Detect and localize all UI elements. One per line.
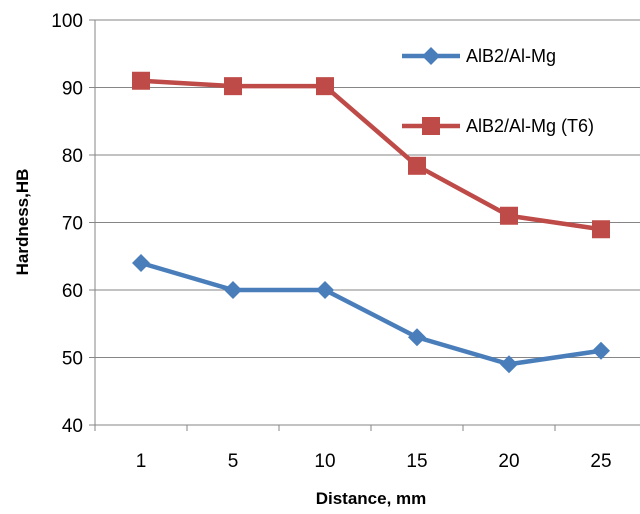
legend-item: AlB2/Al-Mg — [402, 46, 556, 66]
data-point-diamond — [316, 281, 334, 299]
y-tick-label: 70 — [62, 214, 83, 235]
x-axis-title: Distance, mm — [316, 489, 427, 508]
data-point-square — [500, 206, 518, 225]
data-point-diamond — [500, 355, 518, 374]
x-tick-label: 5 — [228, 451, 239, 472]
data-point-square — [408, 156, 426, 175]
x-tick-label: 20 — [498, 451, 519, 472]
series-1 — [132, 254, 610, 374]
series — [132, 71, 610, 374]
y-tick-label: 50 — [62, 349, 83, 370]
data-point-square — [316, 77, 334, 96]
data-point-square — [132, 71, 150, 90]
series-2 — [132, 71, 610, 239]
data-point-square — [224, 77, 242, 96]
data-point-square — [592, 220, 610, 239]
legend: AlB2/Al-Mg AlB2/Al-Mg (T6) — [402, 46, 594, 136]
legend-marker-diamond — [422, 47, 440, 65]
legend-label: AlB2/Al-Mg — [466, 46, 556, 66]
legend-item: AlB2/Al-Mg (T6) — [402, 116, 594, 136]
x-tick-label: 25 — [590, 451, 611, 472]
y-tick-label: 40 — [62, 416, 83, 437]
x-tick-label: 15 — [406, 451, 427, 472]
x-tick-labels: 1 5 10 15 20 25 — [136, 451, 612, 472]
x-tick-label: 10 — [314, 451, 335, 472]
series-line — [140, 78, 602, 232]
y-axis-title: Hardness,HB — [13, 169, 32, 276]
series-line — [140, 260, 602, 367]
legend-marker-square — [422, 117, 440, 135]
y-tick-label: 60 — [62, 281, 83, 302]
y-tick-label: 100 — [51, 11, 83, 32]
data-point-diamond — [224, 281, 242, 299]
x-tick-label: 1 — [136, 451, 147, 472]
y-tick-label: 80 — [62, 146, 83, 167]
data-point-diamond — [132, 254, 150, 272]
y-tick-label: 90 — [62, 79, 83, 100]
y-tick-labels: 40 50 60 70 80 90 100 — [51, 11, 83, 437]
legend-label: AlB2/Al-Mg (T6) — [466, 116, 594, 136]
data-point-diamond — [408, 328, 426, 347]
axes — [89, 19, 640, 431]
data-point-diamond — [592, 341, 610, 360]
